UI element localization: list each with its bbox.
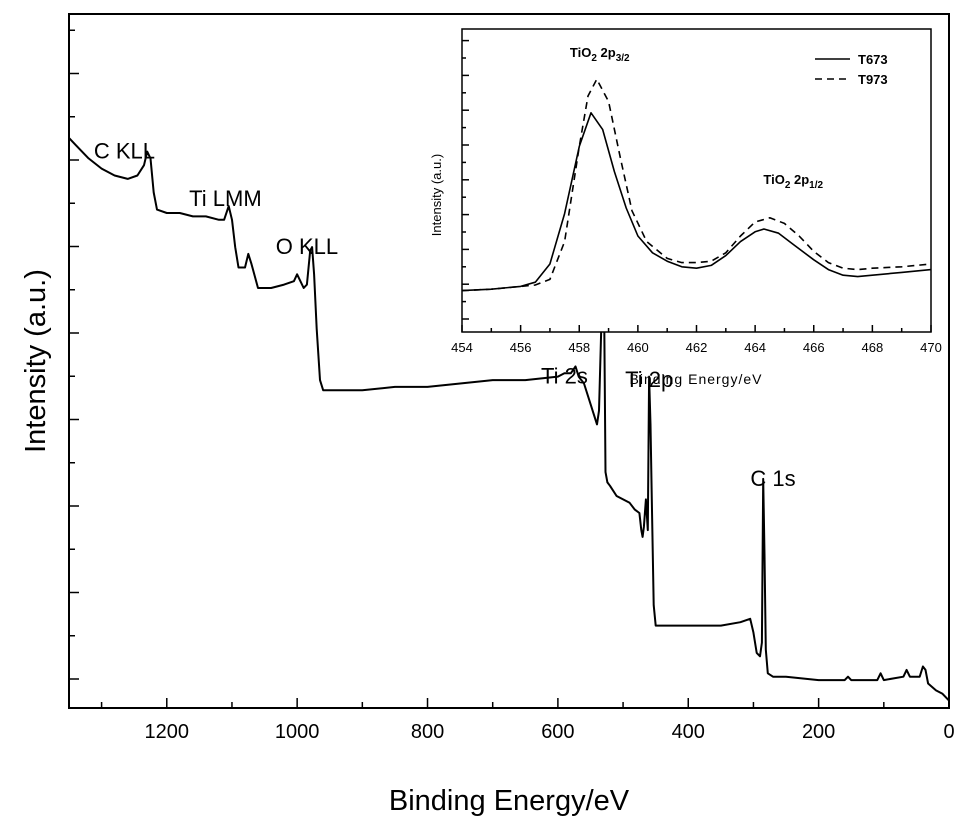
inset-series-t973-line [461, 78, 932, 292]
inset-peak-label-tio2-2p32: TiO2 2p3/2 [570, 45, 630, 64]
inset-x-tick-label: 456 [510, 340, 532, 355]
main-x-tick-label: 400 [672, 721, 705, 743]
peak-label-ti-lmm: Ti LMM [189, 186, 262, 211]
main-x-tick-label: 800 [411, 721, 444, 743]
inset-x-tick-label: 454 [451, 340, 473, 355]
peak-label-c-1s: C 1s [750, 466, 795, 491]
main-x-tick-label: 200 [802, 721, 835, 743]
inset-x-tick-label: 470 [920, 340, 942, 355]
inset-x-ticks [461, 325, 932, 332]
inset-y-axis-label: Intensity (a.u.) [429, 154, 444, 236]
main-y-ticks [69, 29, 79, 680]
main-x-tick-label: 600 [541, 721, 574, 743]
inset-y-ticks [462, 39, 469, 320]
inset-peak-label-part: 2 [785, 180, 791, 191]
main-x-tick-label: 1200 [145, 721, 190, 743]
peak-label-o-kll: O KLL [276, 234, 338, 259]
inset-peak-label-part: 3/2 [616, 53, 630, 64]
inset-x-tick-label: 466 [803, 340, 825, 355]
legend-label-t973: T973 [858, 72, 888, 87]
main-x-tick-label: 0 [943, 721, 954, 743]
inset-x-tick-label: 462 [686, 340, 708, 355]
inset-background [462, 29, 931, 332]
inset-x-tick-label: 468 [862, 340, 884, 355]
inset-x-axis-label: Binding Energy/eV [630, 371, 763, 387]
peak-label-ti-2p: Ti 2p [625, 367, 673, 392]
legend-label-t673: T673 [858, 52, 888, 67]
inset-x-tick-label: 458 [568, 340, 590, 355]
main-plot-frame [68, 13, 950, 709]
main-x-axis-label: Binding Energy/eV [389, 785, 630, 817]
inset-peak-label-part: 2p [597, 45, 616, 60]
inset-peak-label-part: 1/2 [809, 180, 823, 191]
inset-plot: 454 456 458 460 462 464 466 468 470 TiO2 2p3/2Ti… [429, 28, 942, 387]
inset-peak-label-part: 2p [790, 172, 809, 187]
main-spectrum-line [68, 137, 950, 702]
inset-x-tick-label: 460 [627, 340, 649, 355]
peak-label-c-kll: C KLL [94, 138, 155, 163]
inset-peak-label-part: TiO [570, 45, 591, 60]
main-x-tick-labels: 1200 1000 800 600 400 200 0 [145, 721, 955, 743]
peak-label-ti-2s: Ti 2s [541, 363, 588, 388]
inset-x-tick-labels: 454 456 458 460 462 464 466 468 470 [451, 340, 942, 355]
inset-legend: T673 T973 [815, 52, 888, 87]
inset-x-tick-label: 464 [744, 340, 766, 355]
main-y-axis-label: Intensity (a.u.) [20, 269, 52, 453]
inset-peak-label-part: 2 [591, 53, 597, 64]
inset-peak-label-part: TiO [763, 172, 784, 187]
inset-series-t673-line [461, 112, 932, 292]
main-x-tick-label: 1000 [275, 721, 320, 743]
inset-peak-label-tio2-2p12: TiO2 2p1/2 [763, 172, 823, 191]
main-x-ticks [100, 698, 950, 708]
